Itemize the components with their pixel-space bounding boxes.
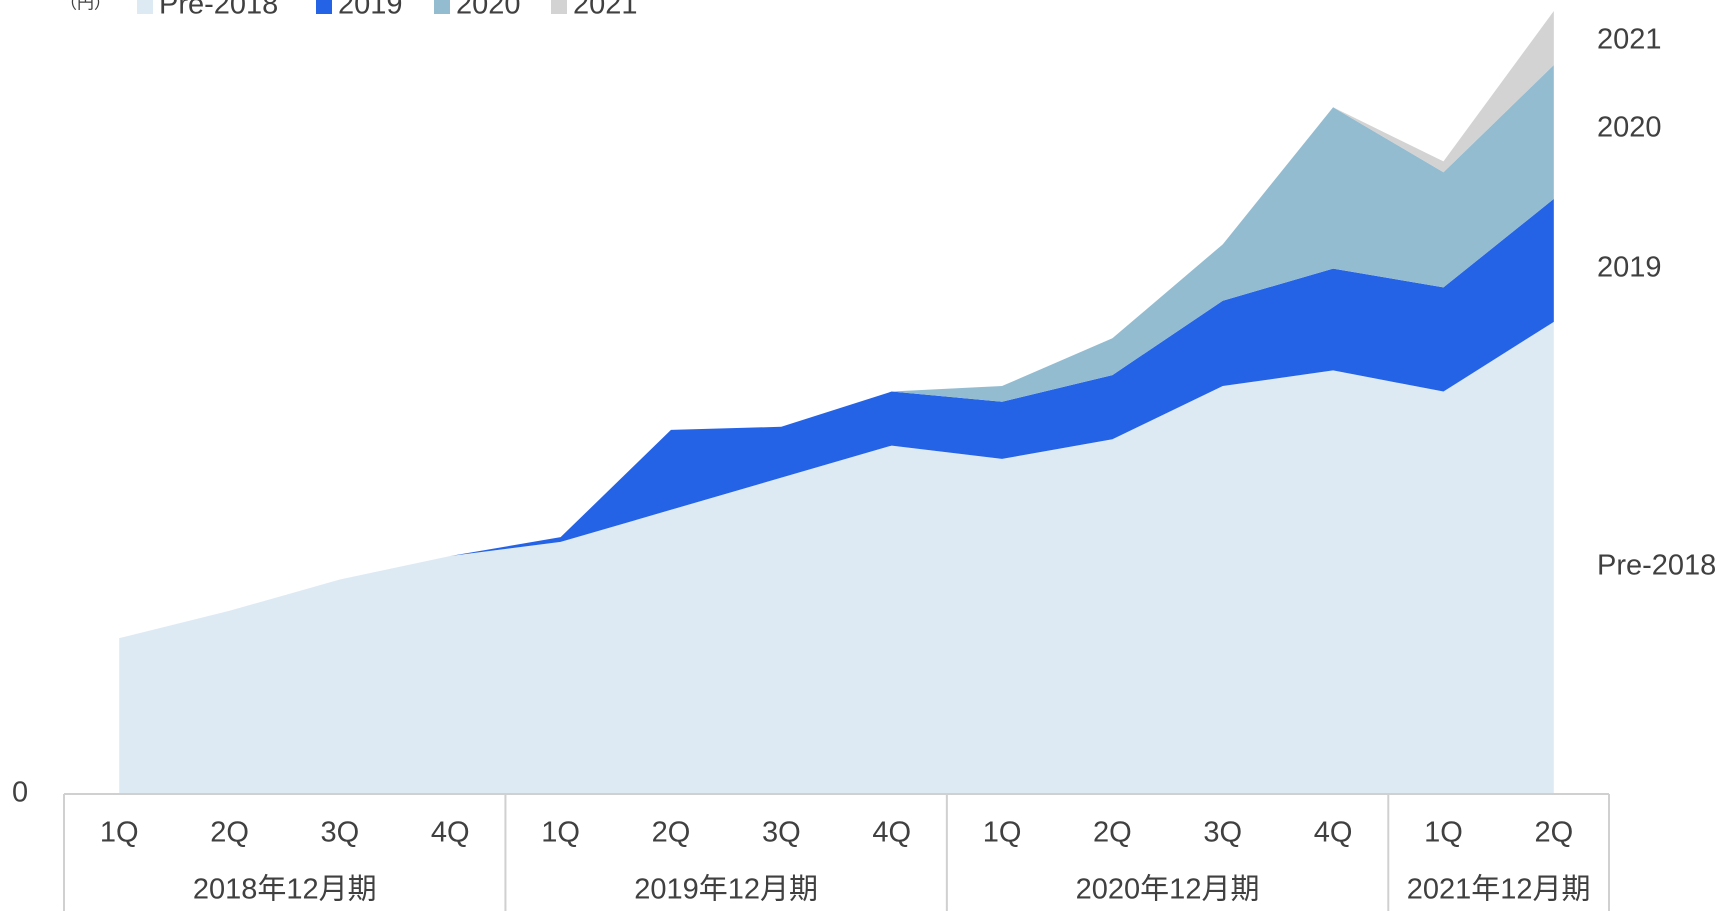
x-tick-label: 3Q [762, 817, 801, 849]
series-label: 2020 [1597, 112, 1662, 144]
x-tick-label: 1Q [1424, 817, 1463, 849]
legend-label: Pre-2018 [159, 0, 278, 21]
x-tick-label: 2Q [1093, 817, 1132, 849]
x-tick-label: 1Q [541, 817, 580, 849]
x-group-label: 2018年12月期 [193, 873, 377, 906]
legend-swatch [434, 0, 450, 14]
x-group-label: 2020年12月期 [1076, 873, 1260, 906]
x-tick-label: 4Q [872, 817, 911, 849]
x-tick-label: 1Q [100, 817, 139, 849]
x-tick-label: 1Q [983, 817, 1022, 849]
area [119, 198, 1554, 639]
x-group-label: 2019年12月期 [634, 873, 818, 906]
series-label: 2021 [1597, 24, 1662, 56]
x-tick-label: 4Q [431, 817, 470, 849]
series-label: Pre-2018 [1597, 550, 1716, 582]
x-tick-label: 3Q [1203, 817, 1242, 849]
x-tick-label: 2Q [652, 817, 691, 849]
legend-label: 2021 [573, 0, 638, 21]
unit-label: （円） [60, 0, 111, 12]
x-tick-label: 3Q [321, 817, 360, 849]
x-group-label: 2021年12月期 [1407, 873, 1591, 906]
legend-swatch [551, 0, 567, 14]
y-tick-label: 0 [12, 777, 28, 809]
legend-label: 2020 [456, 0, 521, 21]
x-tick-label: 2Q [1534, 817, 1573, 849]
series-label: 2019 [1597, 252, 1662, 284]
x-tick-label: 2Q [210, 817, 249, 849]
area [119, 321, 1554, 794]
legend-swatch [316, 0, 332, 14]
legend-label: 2019 [338, 0, 403, 21]
x-tick-label: 4Q [1314, 817, 1353, 849]
legend-swatch [137, 0, 153, 14]
